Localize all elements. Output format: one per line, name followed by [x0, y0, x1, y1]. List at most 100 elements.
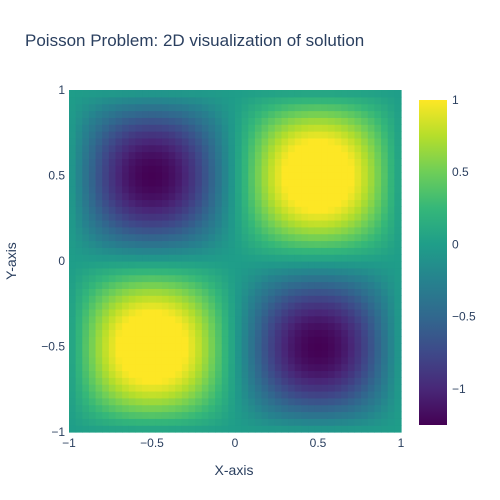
- heatmap-cell: [327, 397, 336, 406]
- heatmap-cell: [102, 370, 110, 378]
- heatmap-cell: [122, 377, 130, 385]
- heatmap-cell: [334, 226, 342, 235]
- heatmap-cell: [148, 233, 156, 242]
- x-tick-label: −1: [62, 436, 76, 450]
- heatmap-cell: [327, 254, 336, 262]
- heatmap-cell: [128, 178, 136, 187]
- heatmap-cell: [321, 411, 329, 419]
- heatmap-cell: [347, 199, 356, 207]
- heatmap-cell: [361, 199, 369, 207]
- heatmap-cell: [241, 206, 249, 214]
- heatmap-cell: [294, 178, 302, 187]
- heatmap-cell: [294, 302, 302, 310]
- heatmap-cell: [381, 131, 389, 139]
- heatmap-cell: [281, 322, 289, 330]
- heatmap-cell: [95, 90, 103, 98]
- heatmap-cell: [208, 390, 216, 399]
- heatmap-cell: [102, 158, 110, 166]
- heatmap-cell: [215, 96, 223, 105]
- heatmap-cell: [142, 261, 150, 269]
- heatmap-cell: [374, 178, 382, 187]
- heatmap-cell: [122, 343, 130, 351]
- heatmap-cell: [175, 103, 183, 112]
- heatmap-cell: [301, 103, 309, 112]
- heatmap-cell: [148, 418, 156, 426]
- heatmap-cell: [168, 103, 176, 112]
- heatmap-cell: [394, 411, 402, 419]
- heatmap-cell: [374, 302, 382, 310]
- heatmap-cell: [248, 103, 256, 112]
- heatmap-cell: [221, 267, 229, 276]
- heatmap-cell: [235, 302, 243, 310]
- heatmap-cell: [254, 261, 263, 269]
- heatmap-cell: [374, 124, 382, 132]
- heatmap-cell: [354, 343, 362, 351]
- heatmap-cell: [301, 363, 309, 372]
- heatmap-cell: [115, 315, 123, 324]
- heatmap-cell: [327, 96, 336, 105]
- heatmap-cell: [108, 247, 117, 255]
- heatmap-cell: [294, 219, 302, 228]
- heatmap-cell: [387, 131, 395, 139]
- heatmap-cell: [394, 404, 402, 413]
- heatmap-cell: [374, 390, 382, 399]
- heatmap-cell: [95, 404, 103, 413]
- heatmap-cell: [175, 90, 183, 98]
- heatmap-cell: [387, 377, 395, 385]
- heatmap-cell: [301, 356, 309, 365]
- heatmap-cell: [148, 96, 156, 105]
- heatmap-cell: [347, 281, 356, 289]
- heatmap-cell: [241, 404, 249, 413]
- heatmap-cell: [195, 151, 203, 159]
- heatmap-cell: [248, 370, 256, 378]
- heatmap-cell: [367, 233, 376, 242]
- heatmap-cell: [115, 274, 123, 283]
- heatmap-cell: [387, 390, 395, 399]
- heatmap-cell: [314, 274, 322, 283]
- heatmap-cell: [314, 124, 322, 132]
- heatmap-cell: [367, 308, 376, 317]
- heatmap-cell: [75, 370, 83, 378]
- heatmap-cell: [394, 110, 402, 118]
- heatmap-cell: [254, 377, 263, 385]
- heatmap-cell: [327, 329, 336, 337]
- heatmap-cell: [208, 349, 216, 358]
- heatmap-cell: [235, 288, 243, 296]
- heatmap-cell: [394, 288, 402, 296]
- heatmap-cell: [142, 131, 150, 139]
- heatmap-cell: [115, 267, 123, 276]
- heatmap-cell: [228, 219, 236, 228]
- heatmap-cell: [248, 178, 256, 187]
- heatmap-cell: [235, 274, 243, 283]
- heatmap-cell: [161, 172, 170, 180]
- heatmap-cell: [294, 131, 302, 139]
- heatmap-cell: [102, 329, 110, 337]
- heatmap-cell: [394, 349, 402, 358]
- heatmap-cell: [354, 288, 362, 296]
- y-tick-label: −1: [51, 425, 65, 439]
- heatmap-plot-area[interactable]: [69, 90, 402, 433]
- heatmap-cell: [122, 117, 130, 125]
- heatmap-cell: [347, 288, 356, 296]
- heatmap-cell: [308, 226, 316, 235]
- heatmap-cell: [108, 281, 117, 289]
- heatmap-cell: [128, 240, 136, 248]
- heatmap-cell: [168, 349, 176, 358]
- heatmap-cell: [274, 302, 283, 310]
- heatmap-cell: [82, 315, 90, 324]
- heatmap-cell: [208, 219, 216, 228]
- heatmap-cell: [148, 315, 156, 324]
- heatmap-cell: [314, 226, 322, 235]
- heatmap-cell: [115, 206, 123, 214]
- heatmap-cell: [281, 404, 289, 413]
- heatmap-cell: [374, 103, 382, 112]
- heatmap-cell: [361, 90, 369, 98]
- heatmap-cell: [354, 165, 362, 173]
- heatmap-cell: [294, 370, 302, 378]
- heatmap-cell: [95, 363, 103, 372]
- heatmap-cell: [261, 206, 269, 214]
- heatmap-cell: [281, 288, 289, 296]
- heatmap-cell: [181, 137, 190, 146]
- heatmap-cell: [181, 124, 190, 132]
- heatmap-cell: [274, 370, 283, 378]
